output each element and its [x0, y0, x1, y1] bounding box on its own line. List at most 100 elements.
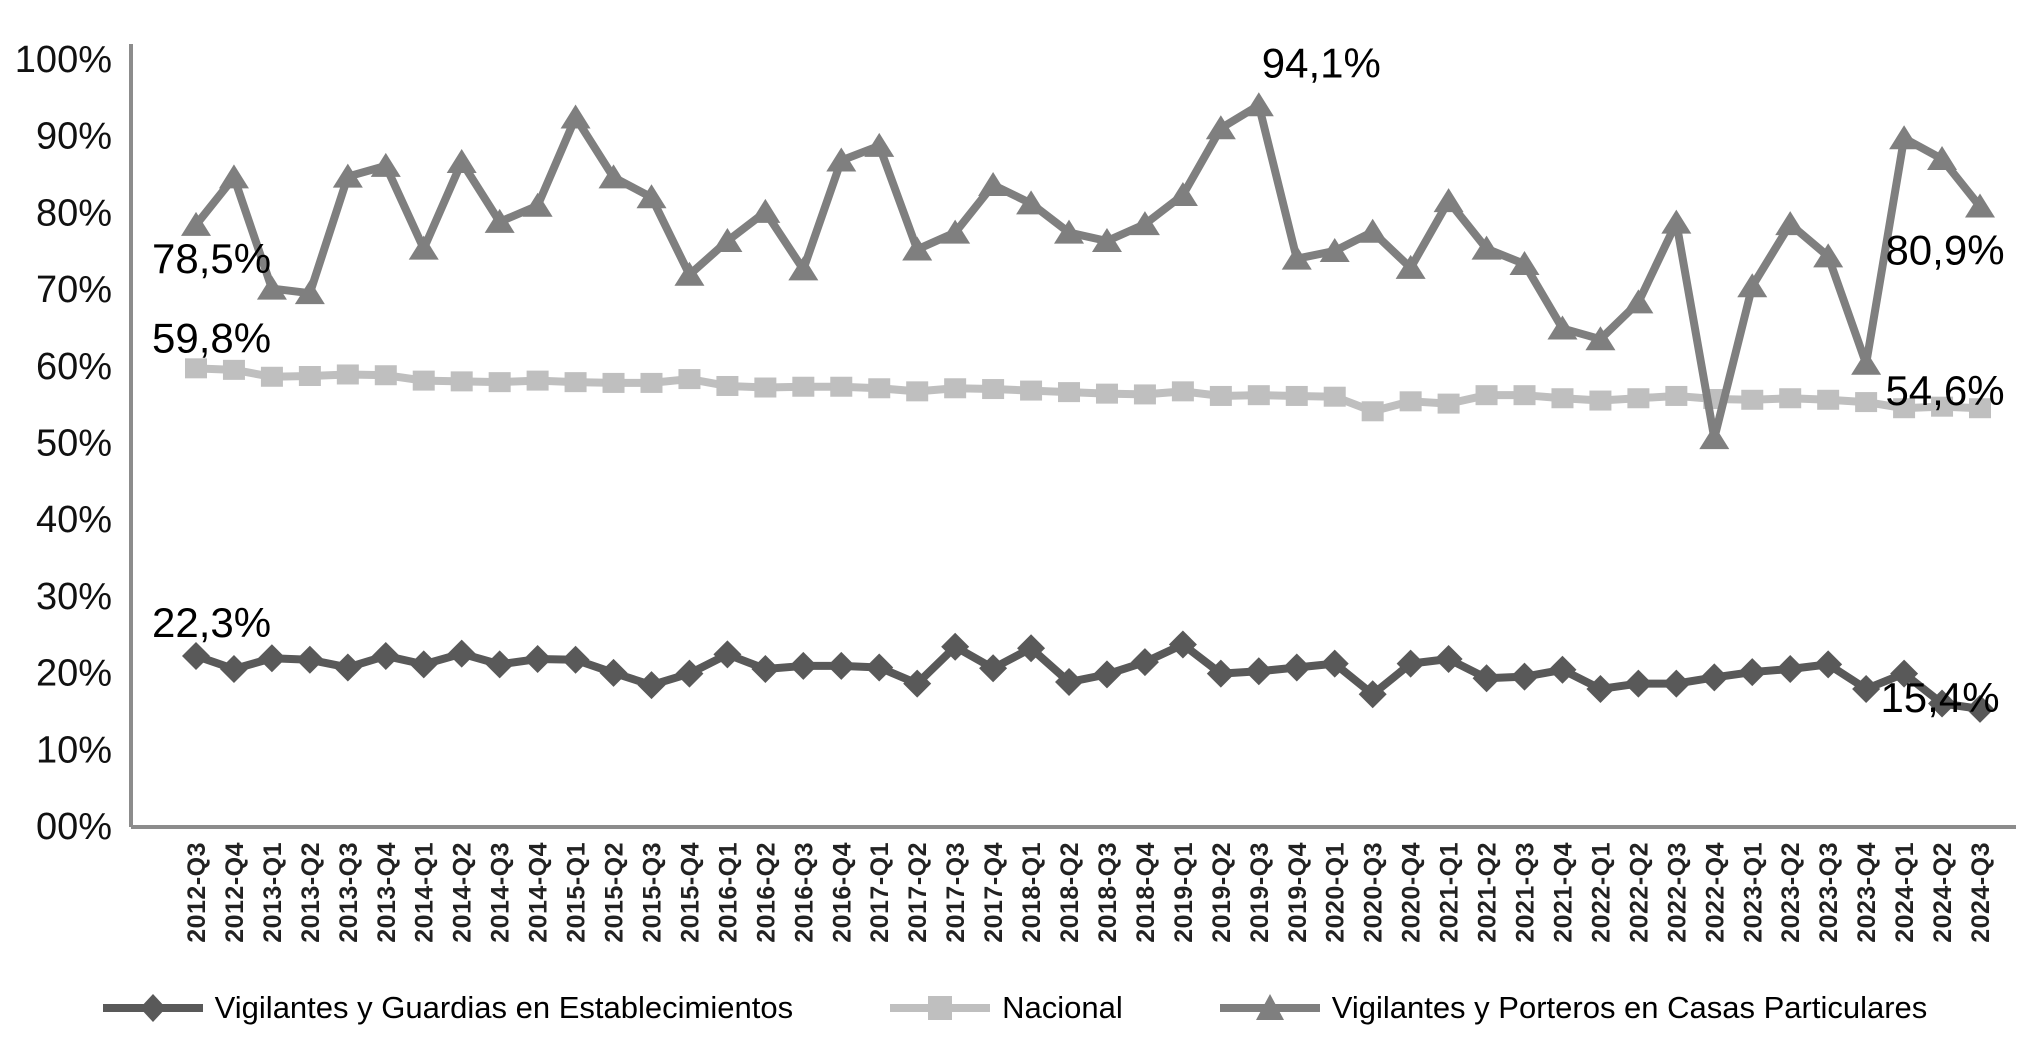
data-point-marker [1966, 694, 1994, 723]
data-point-marker [1168, 630, 1197, 659]
data-point-marker [1627, 388, 1650, 409]
x-axis-tick-label: 2019-Q2 [1208, 842, 1236, 943]
data-point-marker [522, 192, 553, 217]
data-point-marker [333, 653, 362, 682]
y-axis-tick-label: 80% [36, 192, 112, 234]
y-axis-tick-label: 10% [36, 729, 112, 771]
y-axis-tick-label: 30% [36, 576, 112, 618]
data-point-marker [1129, 211, 1160, 236]
data-point-marker [185, 358, 207, 379]
data-point-marker [712, 228, 743, 253]
data-point-marker [751, 654, 780, 683]
data-point-marker [561, 645, 590, 674]
data-point-marker [944, 378, 967, 399]
x-axis-tick-label: 2016-Q2 [752, 842, 780, 943]
x-axis-tick-label: 2024-Q2 [1929, 842, 1957, 943]
data-label: 54,6% [1885, 367, 2004, 414]
legend-label-guardias: Vigilantes y Guardias en Establecimiento… [214, 990, 794, 1025]
x-axis-tick-label: 2014-Q2 [449, 842, 477, 943]
data-point-marker [1361, 401, 1384, 422]
x-axis-tick-label: 2018-Q2 [1056, 842, 1084, 943]
data-point-marker [754, 377, 777, 398]
x-axis-tick-label: 2021-Q3 [1512, 842, 1540, 943]
data-point-marker [1779, 388, 1802, 409]
x-axis-tick-label: 2022-Q4 [1701, 842, 1729, 943]
data-point-marker [1247, 385, 1270, 406]
data-label: 78,5% [152, 235, 271, 282]
data-point-marker [412, 370, 435, 391]
legend-label-nacional: Nacional [1002, 990, 1123, 1025]
x-axis-tick-label: 2024-Q3 [1967, 842, 1995, 943]
legend-label-porteros: Vigilantes y Porteros en Casas Particula… [1331, 990, 1928, 1025]
data-point-marker [1965, 193, 1995, 218]
x-axis-tick-label: 2012-Q3 [183, 842, 211, 943]
data-point-marker [336, 364, 359, 385]
x-axis-tick-label: 2017-Q2 [904, 842, 932, 943]
data-point-marker [1890, 659, 1919, 688]
data-point-marker [1700, 663, 1729, 692]
x-axis-tick-label: 2014-Q1 [411, 842, 439, 943]
y-axis-tick-label: 40% [36, 499, 112, 541]
data-point-marker [598, 164, 629, 189]
x-axis-tick-label: 2021-Q1 [1436, 842, 1464, 943]
data-point-marker [827, 651, 856, 680]
data-point-marker [1852, 674, 1881, 703]
data-point-marker [978, 172, 1009, 197]
x-axis-tick-label: 2017-Q1 [866, 842, 894, 943]
series-line-porteros [181, 92, 1995, 450]
x-axis-tick-label: 2013-Q2 [297, 842, 325, 943]
x-axis-tick-label: 2019-Q1 [1170, 842, 1198, 943]
data-point-marker [1092, 660, 1121, 689]
data-point-marker [1851, 350, 1882, 375]
x-axis-tick-label: 2022-Q1 [1587, 842, 1615, 943]
data-point-marker [1969, 398, 1991, 419]
data-point-marker [1471, 235, 1502, 260]
data-point-marker [868, 378, 891, 399]
data-point-marker [257, 644, 286, 673]
data-point-marker [1814, 650, 1843, 679]
data-point-marker [1775, 211, 1806, 236]
data-point-marker [1054, 219, 1085, 244]
data-point-marker [636, 184, 667, 209]
y-axis-tick-label: 90% [36, 116, 112, 158]
data-point-marker [1472, 664, 1501, 693]
x-axis-tick-label: 2012-Q4 [221, 842, 249, 943]
data-point-marker [1547, 315, 1578, 340]
data-point-marker [1662, 669, 1691, 698]
legend-item-porteros: Vigilantes y Porteros en Casas Particula… [1218, 990, 1928, 1026]
x-axis-tick-label: 2018-Q4 [1132, 842, 1160, 943]
y-axis-tick-label: 100% [15, 39, 112, 81]
x-axis-tick-label: 2019-Q4 [1284, 842, 1312, 943]
data-point-marker [1509, 251, 1540, 276]
x-axis-tick-label: 2021-Q2 [1474, 842, 1502, 943]
data-point-marker [1205, 115, 1236, 140]
x-axis-tick-label: 2018-Q3 [1094, 842, 1122, 943]
data-point-marker [902, 236, 933, 261]
data-point-marker [256, 275, 287, 300]
y-axis-tick-label: 60% [36, 346, 112, 388]
data-point-marker [294, 280, 325, 305]
data-point-marker [1551, 388, 1574, 409]
data-point-marker [637, 671, 666, 700]
data-point-marker [181, 211, 211, 236]
x-axis-tick-label: 2018-Q1 [1018, 842, 1046, 943]
data-point-marker [485, 650, 514, 679]
x-axis-tick-label: 2023-Q4 [1853, 842, 1881, 943]
data-point-marker [1741, 389, 1764, 410]
x-axis-tick-label: 2015-Q3 [638, 842, 666, 943]
x-axis-tick-label: 2024-Q1 [1891, 842, 1919, 943]
data-point-marker [675, 659, 704, 688]
x-axis-tick-label: 2020-Q4 [1398, 842, 1426, 943]
data-point-marker [865, 653, 894, 682]
data-point-marker [1243, 92, 1274, 117]
y-axis-tick-label: 50% [36, 423, 112, 465]
data-point-marker [182, 641, 210, 670]
data-point-marker [1133, 384, 1156, 405]
data-point-marker [1475, 385, 1498, 406]
data-point-marker [1928, 689, 1957, 718]
data-point-marker [446, 149, 477, 174]
data-point-marker [1358, 680, 1387, 709]
triangle-marker-icon [1219, 994, 1320, 1020]
data-point-marker [295, 645, 324, 674]
data-point-marker [1020, 380, 1043, 401]
